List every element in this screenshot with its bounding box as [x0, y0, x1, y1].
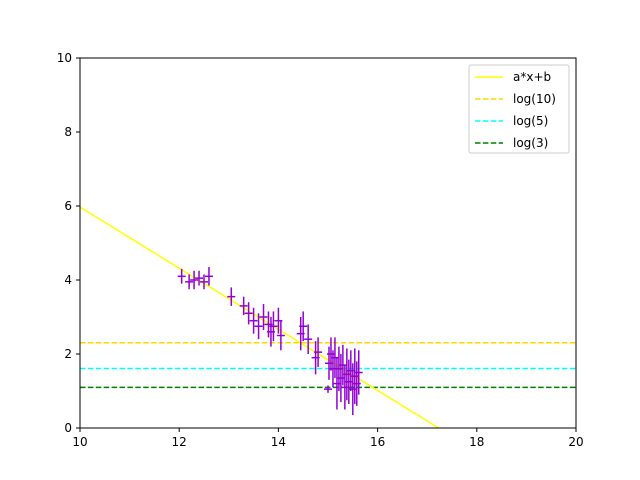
data-point [177, 268, 186, 284]
legend-box [468, 64, 570, 154]
legend-label-log-3: log(3) [513, 136, 548, 150]
data-point [190, 270, 199, 290]
data-point [185, 274, 194, 290]
data-point [304, 324, 313, 354]
data-point [354, 350, 363, 395]
data-point [204, 267, 213, 286]
y-tick-label: 10 [57, 51, 72, 65]
data-point [244, 302, 253, 325]
x-tick-label: 12 [172, 435, 187, 449]
x-tick-label: 14 [271, 435, 286, 449]
data-point [195, 270, 204, 286]
data-point [269, 311, 278, 342]
data-point [200, 274, 208, 290]
data-point [324, 385, 332, 393]
legend-label-log-10: log(10) [513, 92, 556, 106]
data-point [239, 296, 248, 316]
x-tick-label: 10 [72, 435, 87, 449]
data-point [249, 307, 258, 334]
y-tick-label: 6 [64, 199, 72, 213]
data-point [254, 313, 263, 340]
data-points [177, 267, 363, 416]
x-tick-label: 16 [370, 435, 385, 449]
data-point [276, 320, 285, 351]
x-tick-label: 20 [568, 435, 583, 449]
legend-label-log-5: log(5) [513, 114, 548, 128]
legend-label-a-x-b: a*x+b [513, 70, 551, 84]
data-point [259, 304, 268, 330]
y-tick-label: 2 [64, 347, 72, 361]
data-point [227, 287, 236, 306]
y-tick-label: 8 [64, 125, 72, 139]
y-axis: 0 2 4 6 8 10 [57, 51, 80, 435]
data-point [299, 311, 308, 342]
y-tick-label: 0 [64, 421, 72, 435]
legend: a*x+b log(10) log(5) log(3) [468, 64, 570, 154]
data-point [314, 337, 323, 367]
y-tick-label: 4 [64, 273, 72, 287]
x-axis: 10 12 14 16 18 20 [72, 428, 584, 449]
plot-frame [79, 57, 577, 429]
x-tick-label: 18 [469, 435, 484, 449]
